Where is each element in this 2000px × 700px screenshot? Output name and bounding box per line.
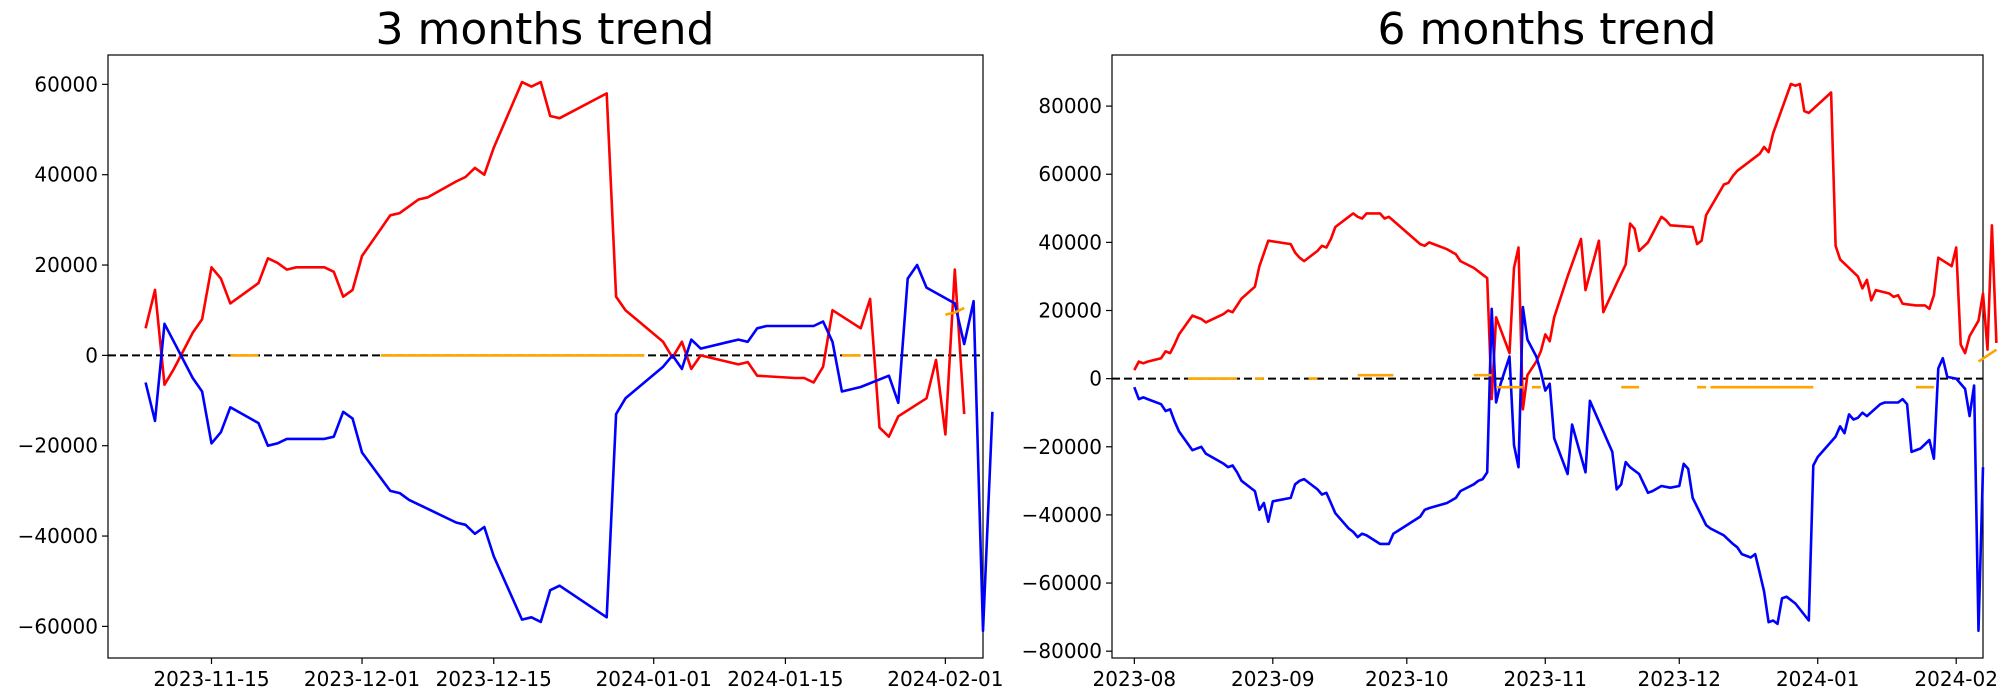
y-tick-label: 60000	[34, 72, 98, 96]
x-tick-label: 2024-01-15	[727, 667, 843, 691]
y-tick-label: −60000	[1022, 571, 1102, 595]
series-line-0	[1133, 82, 1998, 411]
chart-3-months: 3 months trend 2023-11-15 2023-12-01 2023-…	[18, 4, 1004, 691]
x-tick-label: 2024-01-01	[596, 667, 712, 691]
x-tick-label: 2023-10	[1365, 667, 1449, 691]
x-tick-label: 2023-12	[1637, 667, 1721, 691]
y-tick-label: −60000	[18, 614, 98, 638]
y-tick-label: 20000	[1038, 299, 1102, 323]
y-tick-label: 0	[1089, 367, 1102, 391]
y-tick-label: −20000	[1022, 435, 1102, 459]
x-tick-label: 2023-12-01	[304, 667, 420, 691]
y-tick-label: −40000	[18, 524, 98, 548]
chart-6-months: 6 months trend 2023-08 2023-09 2023-10 2023…	[1022, 4, 1998, 691]
y-tick-label: 60000	[1038, 162, 1102, 186]
series-line-0	[144, 80, 966, 438]
x-tick-label: 2023-11-15	[153, 667, 269, 691]
y-tick-label: 80000	[1038, 94, 1102, 118]
y-tick-label: 40000	[1038, 230, 1102, 254]
x-tick-label: 2023-08	[1093, 667, 1177, 691]
y-tick-label: −20000	[18, 434, 98, 458]
x-tick-label: 2024-02-01	[887, 667, 1003, 691]
y-tick-label: −40000	[1022, 503, 1102, 527]
series-line-1	[144, 263, 994, 633]
x-tick-label: 2023-11	[1503, 667, 1587, 691]
chart-title: 6 months trend	[1378, 4, 1717, 55]
chart-title: 3 months trend	[376, 4, 715, 55]
x-tick-label: 2023-12-15	[436, 667, 552, 691]
y-tick-label: 0	[85, 343, 98, 367]
plot-frame	[1111, 54, 1984, 659]
y-tick-label: −80000	[1022, 639, 1102, 663]
x-tick-label: 2024-02	[1914, 667, 1998, 691]
y-tick-label: 20000	[34, 253, 98, 277]
series-line-1	[1133, 305, 1985, 632]
x-tick-label: 2023-09	[1231, 667, 1315, 691]
series-line-2	[1187, 348, 1998, 389]
series-line-2	[230, 306, 965, 357]
plot-frame	[107, 54, 984, 659]
x-tick-label: 2024-01	[1776, 667, 1860, 691]
y-tick-label: 40000	[34, 163, 98, 187]
